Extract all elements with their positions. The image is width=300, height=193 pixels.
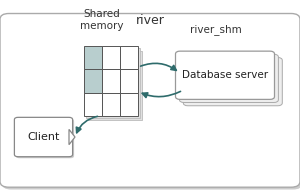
Bar [102, 93, 120, 116]
FancyBboxPatch shape [14, 117, 73, 157]
Polygon shape [69, 129, 75, 145]
Text: Shared
memory: Shared memory [80, 9, 124, 31]
Bar [86, 48, 140, 118]
FancyBboxPatch shape [176, 51, 274, 99]
Bar [88, 51, 142, 120]
Bar [84, 69, 102, 93]
Text: Database server: Database server [182, 70, 268, 80]
Text: river_shm: river_shm [190, 24, 242, 35]
Bar [84, 46, 102, 69]
Text: Client: Client [27, 132, 60, 142]
Bar [102, 46, 120, 69]
FancyBboxPatch shape [2, 16, 300, 190]
Bar [102, 69, 120, 93]
Bar [120, 46, 138, 69]
Bar [84, 93, 102, 116]
FancyBboxPatch shape [0, 14, 300, 187]
FancyBboxPatch shape [183, 58, 282, 106]
FancyBboxPatch shape [16, 119, 74, 158]
Bar [120, 69, 138, 93]
Bar [120, 93, 138, 116]
Text: river: river [136, 14, 164, 26]
FancyBboxPatch shape [179, 54, 278, 102]
